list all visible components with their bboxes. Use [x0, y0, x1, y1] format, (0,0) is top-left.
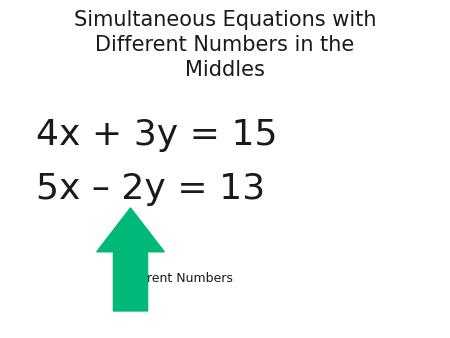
Text: 5x – 2y = 13: 5x – 2y = 13 [36, 172, 265, 206]
Text: Simultaneous Equations with
Different Numbers in the
Middles: Simultaneous Equations with Different Nu… [74, 10, 376, 80]
Text: Different Numbers: Different Numbers [117, 272, 233, 285]
Text: 4x + 3y = 15: 4x + 3y = 15 [36, 118, 278, 152]
Polygon shape [97, 208, 164, 311]
